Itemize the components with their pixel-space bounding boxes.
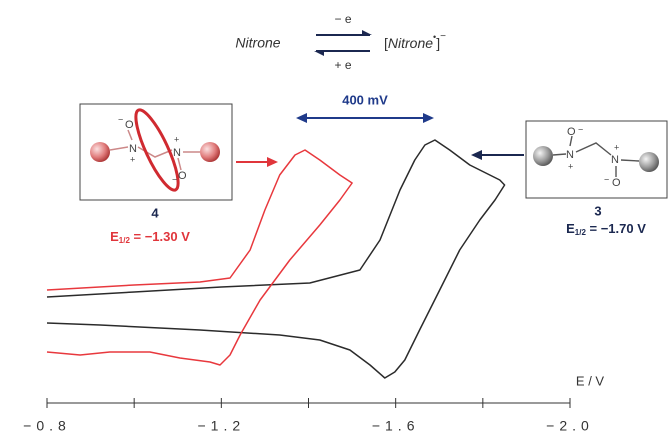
compound-label: 4 [151, 205, 159, 220]
atom: N [129, 143, 137, 155]
potential: E1/2 = −1.70 V [566, 221, 646, 237]
scheme: Nitrone − e + e [Nitrone•]− [235, 12, 446, 72]
x-tick-label: −2.0 [546, 418, 594, 434]
forward-label: − e [334, 12, 351, 26]
potential: E1/2 = −1.30 V [110, 229, 190, 245]
charge: + [174, 134, 179, 144]
x-tick-label: −1.6 [372, 418, 420, 434]
value: = −1.70 V [586, 221, 646, 236]
symbol: E [566, 221, 575, 236]
charge: + [568, 161, 573, 171]
chart: Nitrone − e + e [Nitrone•]− 400 mV O − N… [0, 0, 669, 439]
sphere [639, 152, 659, 172]
x-axis-label: E / V [576, 373, 605, 388]
subscript: 1/2 [119, 236, 131, 245]
x-tick-label: −1.2 [198, 418, 246, 434]
symbol: E [110, 229, 119, 244]
atom: N [173, 147, 181, 159]
pointer-head [471, 150, 482, 160]
charge: + [614, 142, 619, 152]
compound-label: 3 [594, 203, 601, 218]
shift-label: 400 mV [342, 92, 388, 107]
sphere [533, 146, 553, 166]
atom: N [611, 154, 619, 166]
value: = −1.30 V [130, 229, 190, 244]
atom: O [178, 170, 187, 182]
forward-head [362, 30, 372, 35]
pointer-head [267, 157, 278, 167]
subscript: 1/2 [575, 228, 587, 237]
backward-head [314, 51, 324, 56]
product: [Nitrone•]− [384, 31, 446, 51]
atom: O [567, 126, 576, 138]
sphere [200, 142, 220, 162]
charge: − [604, 174, 609, 184]
sphere [90, 142, 110, 162]
charge: − [172, 174, 177, 184]
charge: − [118, 114, 123, 124]
charge: − [578, 124, 583, 134]
backward-label: + e [334, 58, 351, 72]
charge: + [130, 154, 135, 164]
charge: − [440, 31, 446, 42]
atom: N [566, 149, 574, 161]
atom: O [612, 177, 621, 189]
product-name: Nitrone [388, 35, 433, 51]
reactant: Nitrone [235, 35, 280, 51]
compound-4: O − N + N + O − 4 E1/2 = −1.30 V [80, 104, 278, 245]
compound-3: O − N + N + O − 3 E1/2 = −1.70 V [471, 121, 667, 237]
x-tick-label: −0.8 [23, 418, 71, 434]
atom: O [125, 119, 134, 131]
